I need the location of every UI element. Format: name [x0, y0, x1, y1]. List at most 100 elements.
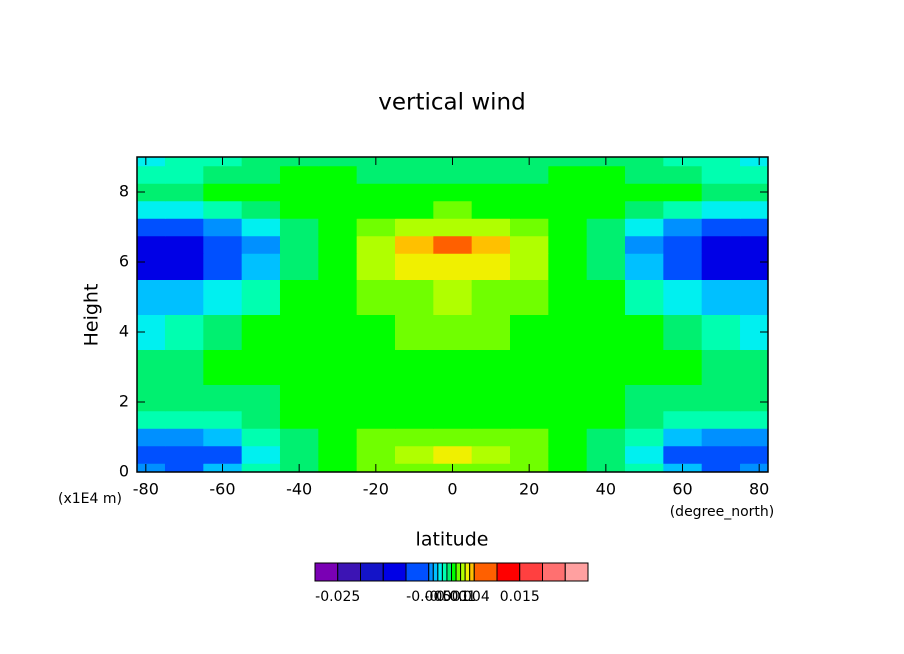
colorbar-box: [460, 562, 466, 582]
contour-cell: [394, 410, 434, 429]
x-tick-label: -40: [286, 480, 312, 499]
contour-cell: [394, 253, 434, 280]
contour-cell: [356, 183, 396, 202]
contour-cell: [625, 165, 664, 184]
contour-cell: [356, 165, 396, 184]
contour-cell: [471, 349, 511, 385]
contour-cell: [625, 200, 664, 219]
y-tick-label: 4: [119, 322, 129, 341]
colorbar-label: -0.005: [406, 589, 451, 605]
contour-cell: [701, 445, 741, 464]
contour-cell: [279, 410, 319, 429]
contour-cell: [279, 314, 319, 350]
contour-cell: [471, 445, 511, 464]
contour-cell: [586, 279, 626, 315]
contour-cell: [548, 200, 588, 219]
contour-cell: [625, 183, 664, 202]
contour-cell: [241, 235, 281, 254]
contour-cell: [510, 253, 549, 280]
contour-cell: [279, 165, 319, 184]
contour-cell: [241, 314, 281, 350]
contour-cell: [663, 183, 703, 202]
contour-cell: [137, 235, 166, 254]
contour-cell: [471, 463, 511, 473]
contour-cell: [663, 279, 703, 315]
contour-cell: [356, 314, 396, 350]
contour-cell: [164, 235, 204, 254]
contour-cell: [586, 235, 626, 254]
colorbar-label: -0.025: [315, 589, 360, 605]
contour-cell: [471, 410, 511, 429]
x-units: (degree_north): [670, 504, 775, 520]
contour-cell: [318, 253, 358, 280]
contour-cell: [471, 384, 511, 412]
contour-cell: [137, 410, 166, 429]
contour-cell: [164, 218, 204, 237]
contour-cell: [740, 200, 769, 219]
contour-cell: [137, 157, 166, 167]
contour-cell: [394, 349, 434, 385]
contour-cell: [394, 279, 434, 315]
contour-cell: [279, 253, 319, 280]
contour-cell: [663, 410, 703, 429]
contour-cell: [548, 445, 588, 464]
contour-cell: [164, 279, 204, 315]
colorbar-box: [441, 562, 448, 582]
contour-cell: [625, 428, 664, 447]
contour-cell: [203, 200, 243, 219]
contour-cell: [318, 218, 358, 237]
contour-cell: [433, 235, 473, 254]
contour-cell: [548, 349, 588, 385]
contour-cell: [701, 463, 741, 473]
contour-cell: [548, 410, 588, 429]
contour-cell: [203, 428, 243, 447]
contour-cell: [279, 218, 319, 237]
contour-cell: [137, 384, 166, 412]
contour-cell: [625, 218, 664, 237]
y-axis-label: Height: [81, 284, 103, 347]
x-tick-label: 0: [447, 480, 457, 499]
contour-cell: [471, 428, 511, 447]
contour-cell: [625, 349, 664, 385]
contour-cell: [241, 428, 281, 447]
contour-cell: [433, 253, 473, 280]
contour-cell: [356, 384, 396, 412]
contour-cell: [318, 157, 358, 167]
contour-cell: [279, 200, 319, 219]
colorbar-box: [496, 562, 521, 582]
contour-cell: [701, 157, 741, 167]
contour-cell: [203, 384, 243, 412]
contour-cell: [663, 428, 703, 447]
contour-cell: [164, 428, 204, 447]
contour-cell: [510, 349, 549, 385]
contour-cell: [510, 445, 549, 464]
contour-cell: [356, 235, 396, 254]
contour-cell: [203, 253, 243, 280]
contour-cell: [548, 463, 588, 473]
contour-cell: [137, 279, 166, 315]
colorbar-box: [314, 562, 339, 582]
contour-cell: [203, 218, 243, 237]
contour-cell: [241, 200, 281, 219]
contour-cell: [164, 157, 204, 167]
contour-cell: [433, 349, 473, 385]
contour-cell: [394, 445, 434, 464]
contour-cell: [394, 428, 434, 447]
x-tick-label: 40: [596, 480, 616, 499]
contour-cell: [625, 384, 664, 412]
contour-cell: [548, 218, 588, 237]
contour-cell: [471, 183, 511, 202]
contour-cell: [241, 218, 281, 237]
y-tick-label: 2: [119, 392, 129, 411]
contour-cell: [586, 200, 626, 219]
colorbar-box: [446, 562, 453, 582]
contour-cell: [164, 314, 204, 350]
contour-cell: [586, 410, 626, 429]
contour-cell: [241, 157, 281, 167]
contour-cell: [586, 183, 626, 202]
contour-cell: [548, 235, 588, 254]
contour-cell: [279, 183, 319, 202]
colorbar-box: [464, 562, 471, 582]
contour-cell: [625, 253, 664, 280]
contour-cell: [510, 200, 549, 219]
